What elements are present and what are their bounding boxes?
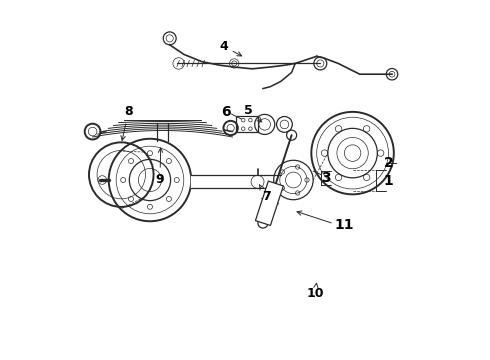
- Text: 6: 6: [221, 105, 231, 119]
- Text: 11: 11: [335, 218, 354, 232]
- Text: 7: 7: [259, 184, 271, 203]
- Text: 10: 10: [306, 283, 324, 300]
- Text: 4: 4: [219, 40, 242, 56]
- Text: 5: 5: [244, 104, 262, 122]
- Bar: [236, 116, 258, 132]
- Text: 9: 9: [156, 148, 164, 186]
- Polygon shape: [255, 181, 283, 225]
- Text: 3: 3: [321, 171, 330, 185]
- Text: 1: 1: [384, 174, 393, 188]
- Text: 2: 2: [384, 156, 393, 170]
- Text: 8: 8: [121, 105, 133, 140]
